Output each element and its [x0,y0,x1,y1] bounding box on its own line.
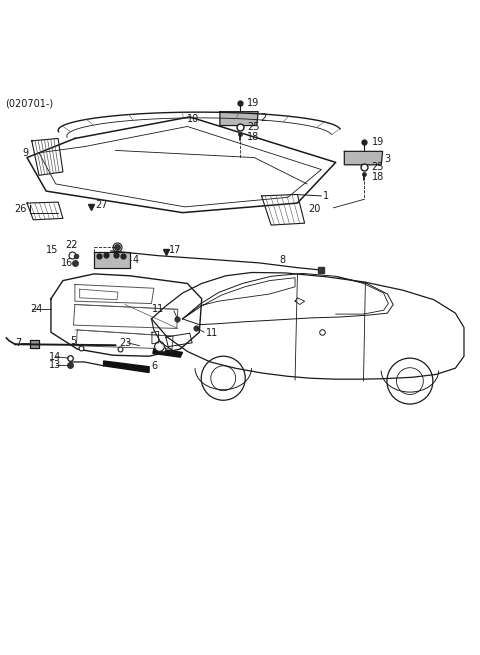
Text: 8: 8 [279,255,286,265]
Text: 1: 1 [323,191,329,201]
Text: 7: 7 [15,338,21,348]
Text: 23: 23 [120,338,132,348]
Polygon shape [104,361,149,373]
Text: 6: 6 [152,361,157,371]
Text: 27: 27 [96,200,108,210]
Text: 25: 25 [372,162,384,172]
Text: 19: 19 [247,98,259,107]
Polygon shape [153,348,182,357]
Text: 5: 5 [70,336,76,346]
Text: 20: 20 [308,204,320,214]
Text: (020701-): (020701-) [5,99,54,109]
Text: 2: 2 [260,113,266,123]
Text: 13: 13 [48,360,61,370]
Text: 14: 14 [48,352,61,362]
Polygon shape [94,252,130,268]
Text: 3: 3 [384,154,391,164]
Text: 18: 18 [372,172,384,182]
Text: 16: 16 [60,258,73,268]
Text: 4: 4 [132,255,138,265]
Text: 11: 11 [152,305,164,314]
Text: 26: 26 [14,204,26,214]
Text: 10: 10 [187,115,200,124]
Text: 9: 9 [22,148,28,158]
Polygon shape [344,151,383,165]
Text: 11: 11 [205,328,218,338]
Text: 19: 19 [372,137,384,147]
Text: 18: 18 [247,132,259,142]
Text: 22: 22 [65,240,78,250]
Text: 24: 24 [30,305,43,314]
Polygon shape [220,111,258,126]
Text: 15: 15 [46,245,59,255]
Text: 17: 17 [169,245,181,255]
Polygon shape [30,340,39,348]
Text: 25: 25 [247,122,260,132]
